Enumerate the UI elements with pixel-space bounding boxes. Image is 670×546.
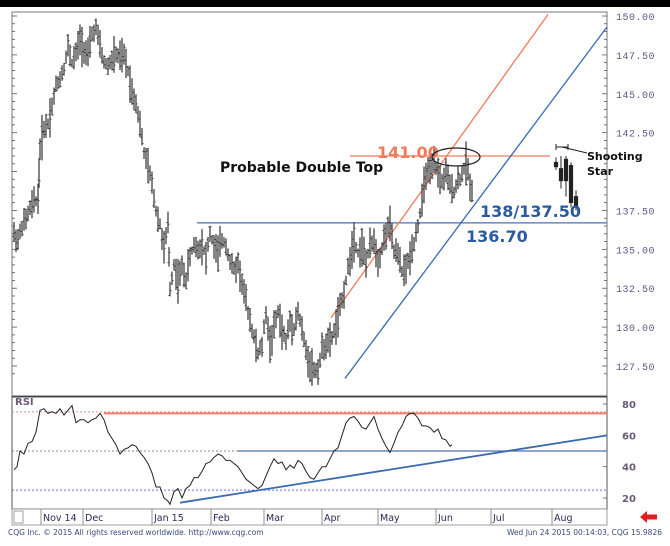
lower-channel <box>344 26 608 379</box>
price-axis-ticks <box>12 15 607 375</box>
top-border-bar <box>0 0 670 7</box>
annotation-label: 136.70 <box>466 227 528 246</box>
price-tick-label: 150.00 <box>616 13 655 24</box>
time-tick-label: Apr <box>324 513 341 524</box>
rsi-trend-lines <box>104 412 608 504</box>
shooting-star-pointer <box>555 144 588 154</box>
rsi-trendline <box>179 434 608 504</box>
price-panel[interactable] <box>11 11 608 397</box>
copyright-text: CQG Inc. © 2015 All rights reserved worl… <box>8 528 264 537</box>
price-tick-label: 132.50 <box>616 285 655 296</box>
time-tick-label: Jan 15 <box>153 513 184 524</box>
axis-corner-box <box>13 510 24 524</box>
timestamp-text: Wed Jun 24 2015 00:14:03, CQG 15.9826 <box>506 528 662 537</box>
shooting-star-candles <box>553 156 579 211</box>
time-tick-label: Dec <box>85 513 103 524</box>
rsi-tick-label: 60 <box>622 431 636 442</box>
time-axis: Nov 14 Dec Jan 15 Feb Mar Apr May Jun Jul Aug <box>11 508 608 526</box>
price-tick-label: 130.00 <box>616 324 655 335</box>
price-bars <box>12 18 474 386</box>
rsi-axis-labels: 80 60 40 20 <box>603 400 636 505</box>
rsi-tick-label: 80 <box>622 400 636 411</box>
rsi-line <box>13 404 453 506</box>
time-tick-label: Mar <box>266 513 284 524</box>
annotation-label: Probable Double Top <box>220 160 383 176</box>
price-tick-label: 142.50 <box>616 130 655 141</box>
rsi-tick-label: 40 <box>622 463 636 474</box>
price-tick-label: 127.50 <box>616 363 655 374</box>
price-tick-label: 147.50 <box>616 52 655 63</box>
annotation-label: 138/137.50 <box>480 202 581 221</box>
rsi-tick-label: 20 <box>622 494 636 505</box>
time-tick-label: Nov 14 <box>43 513 77 524</box>
price-tick-label: 137.50 <box>616 207 655 218</box>
price-tick-label: 135.00 <box>616 246 655 257</box>
annotation-label: Star <box>587 165 614 178</box>
time-tick-label: Aug <box>554 513 573 524</box>
price-tick-label: 145.00 <box>616 91 655 102</box>
annotation-label: 141.00 <box>377 143 439 162</box>
time-tick-label: Jun <box>437 513 453 524</box>
double-top-ellipse <box>431 147 481 167</box>
annotation-label: Shooting <box>587 150 643 163</box>
scroll-left-arrow-icon[interactable] <box>640 511 658 523</box>
time-tick-label: Jul <box>492 513 504 524</box>
price-axis-labels: 150.00 147.50 145.00 142.50 137.50 135.00 132.… <box>616 13 655 374</box>
time-tick-label: May <box>380 513 400 524</box>
rsi-title: RSI <box>15 397 34 408</box>
time-tick-label: Feb <box>213 513 230 524</box>
